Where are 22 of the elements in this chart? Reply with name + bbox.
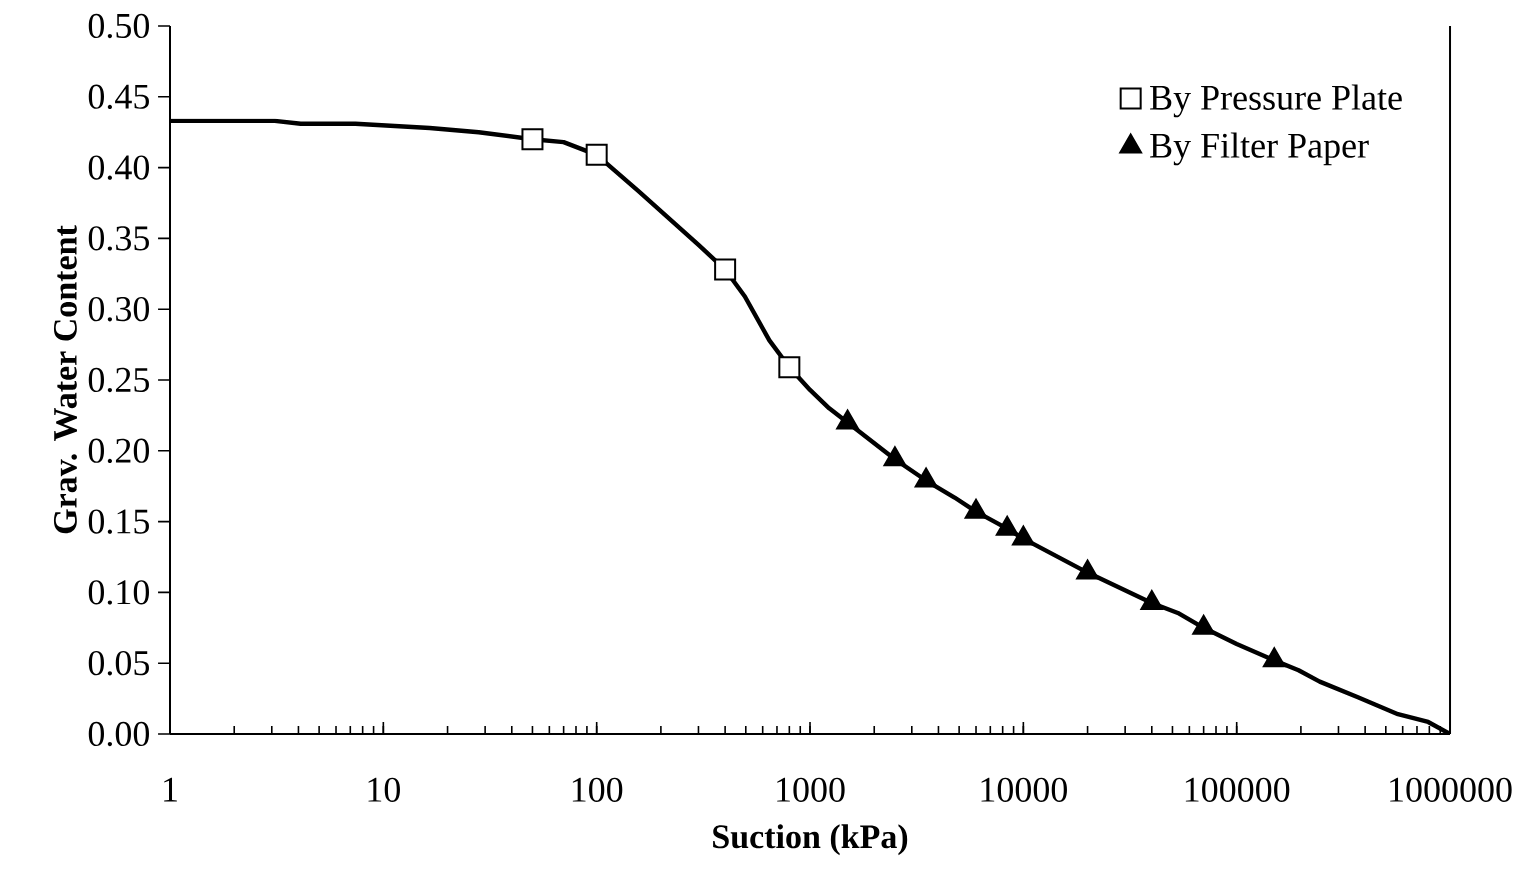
x-tick-label: 1000000 [1390, 777, 1512, 802]
y-tick-label: 0.00 [88, 721, 150, 747]
y-tick-label: 0.35 [88, 226, 149, 251]
legend-label: By Pressure Plate [1150, 84, 1402, 118]
y-tick-label: 0.20 [88, 438, 150, 464]
x-tick-label: 10000 [981, 777, 1067, 802]
y-axis-title: Grav. Water Content [53, 225, 77, 534]
y-tick-label: 0.05 [88, 650, 149, 676]
y-tick-label: 0.50 [88, 13, 150, 39]
y-tick-label: 0.45 [88, 84, 149, 110]
x-axis-title: Suction (kPa) [713, 824, 908, 856]
x-tick-label: 100 [572, 777, 623, 802]
y-tick-label: 0.10 [88, 580, 150, 605]
x-tick-label: 1 [164, 777, 177, 802]
x-tick-label: 100000 [1185, 777, 1290, 802]
y-tick-label: 0.40 [88, 155, 150, 180]
y-tick-label: 0.25 [88, 367, 149, 393]
x-tick-label: 1000 [777, 777, 845, 802]
y-tick-label: 0.30 [88, 296, 150, 322]
legend-label: By Filter Paper [1150, 132, 1369, 166]
x-tick-label: 10 [368, 777, 400, 802]
y-tick-label: 0.15 [88, 509, 149, 534]
